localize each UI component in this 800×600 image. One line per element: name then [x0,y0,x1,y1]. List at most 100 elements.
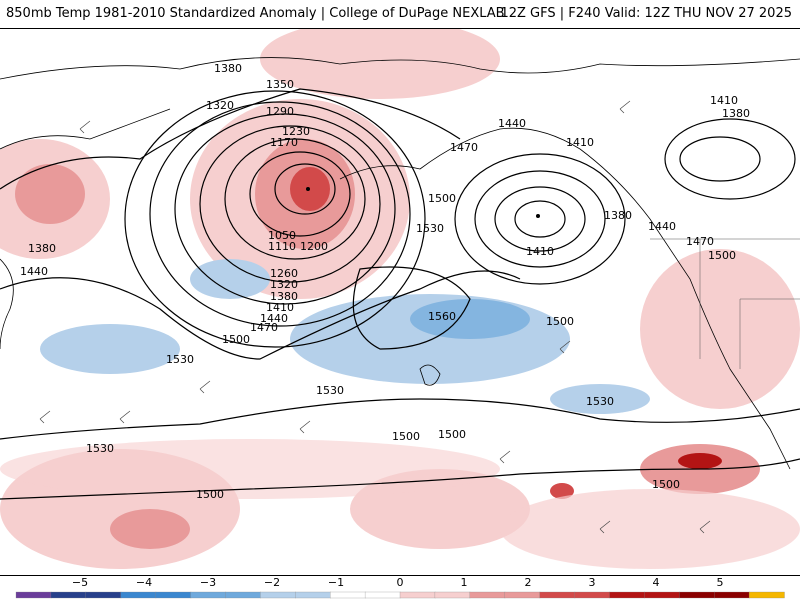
contour-label: 1410 [566,136,594,149]
colorbar-band [330,591,366,599]
wind-barb [499,450,511,464]
colorbar-tick: −1 [328,576,344,589]
contour-line [149,101,411,327]
contour-line [274,163,336,215]
colorbar-tick: −2 [264,576,280,589]
wind-barb [39,410,51,424]
cold-anomaly-region [40,324,180,374]
contour-line [0,458,800,500]
arctic-coastline [0,57,800,80]
warm-anomaly-shading [0,29,800,569]
colorbar-band [679,591,715,599]
colorbar-band [85,591,122,599]
contour-line [0,88,461,190]
colorbar-tick: 5 [717,576,724,589]
contour-label: 1470 [450,141,478,154]
colorbar-band [714,591,750,599]
contour-label: 1560 [428,310,456,323]
contour-line [514,200,566,238]
contour-label: 1320 [270,278,298,291]
map-title: 850mb Temp 1981-2010 Standardized Anomal… [6,6,505,21]
warm-anomaly-region [640,249,800,409]
cold-anomaly-shading [40,259,650,414]
contour-label: 1470 [250,321,278,334]
colorbar-band [260,591,296,599]
colorbar-tick: 2 [525,576,532,589]
warm-anomaly-region [260,29,500,99]
contour-line [352,266,471,350]
colorbar-band [364,591,401,599]
colorbar-band [609,591,646,599]
contour-line [474,170,606,268]
contour-label: 1200 [300,240,328,253]
low-center-marker [306,187,310,191]
colorbar-tick: −3 [200,576,216,589]
contour-label: 1500 [392,430,420,443]
wind-barb [599,520,611,534]
coastlines [0,57,800,470]
contour-line [174,113,396,305]
contour-label: 1260 [270,267,298,280]
cold-anomaly-region [550,384,650,414]
contour-labels: 1380 1350 1320 1290 1230 1170 1050 1110 … [20,62,750,501]
colorbar-band [295,591,331,599]
warm-anomaly-region [500,489,800,569]
weather-map: 1380 1350 1320 1290 1230 1170 1050 1110 … [0,28,800,576]
wind-barb [79,120,91,134]
contour-line [0,398,800,440]
height-contours [0,88,800,500]
model-run-info: 12Z GFS | F240 Valid: 12Z THU NOV 27 202… [500,6,792,21]
colorbar-tick-labels: −5 −4 −3 −2 −1 0 1 2 3 4 5 [72,576,724,589]
north-america-coastline [339,127,791,470]
contour-label: 1410 [266,301,294,314]
warm-anomaly-region [15,164,85,224]
contour-label: 1500 [652,478,680,491]
colorbar-band [15,591,52,599]
contour-line [199,125,381,283]
low-centers [306,187,540,218]
contour-label: 1530 [586,395,614,408]
colorbar-tick: −4 [136,576,152,589]
wind-barb [119,410,131,424]
contour-label: 1050 [268,229,296,242]
colorbar-band [574,591,611,599]
contour-label: 1380 [722,107,750,120]
contour-line [249,151,351,237]
island [419,364,441,386]
contour-label: 1440 [260,312,288,325]
warm-anomaly-core [678,453,722,469]
state-borders [650,238,800,369]
contour-label: 1500 [196,488,224,501]
colorbar-band [50,591,87,599]
contour-label: 1500 [546,315,574,328]
wind-barb [559,340,571,354]
contour-label: 1530 [166,353,194,366]
contour-label: 1380 [214,62,242,75]
contour-label: 1530 [416,222,444,235]
colorbar-bands [15,591,785,599]
cold-anomaly-region [410,299,530,339]
colorbar-band [120,591,157,599]
contour-label: 1500 [438,428,466,441]
colorbar-band [504,591,541,599]
contour-label: 1350 [266,78,294,91]
contour-label: 1410 [526,245,554,258]
kamchatka-coastline [0,258,14,350]
colorbar-tick: 3 [589,576,596,589]
contour-label: 1380 [270,290,298,303]
warm-anomaly-core [550,483,574,499]
contour-label: 1230 [282,125,310,138]
contour-label: 1290 [266,105,294,118]
contour-line [224,138,366,260]
contour-label: 1440 [20,265,48,278]
contour-label: 1530 [86,442,114,455]
wind-barbs [39,100,711,534]
colorbar-band [748,591,785,599]
wind-barb [199,380,211,394]
colorbar-band [469,591,506,599]
contour-label: 1380 [28,242,56,255]
contour-label: 1410 [710,94,738,107]
anomaly-colorbar: −5 −4 −3 −2 −1 0 1 2 3 4 5 [0,576,800,600]
contour-label: 1470 [686,235,714,248]
contour-label: 1380 [604,209,632,222]
